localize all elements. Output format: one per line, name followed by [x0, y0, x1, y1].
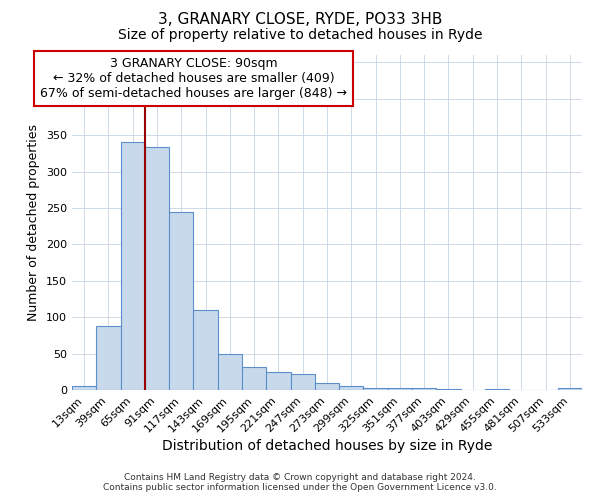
Bar	[558, 388, 582, 390]
Text: 3, GRANARY CLOSE, RYDE, PO33 3HB: 3, GRANARY CLOSE, RYDE, PO33 3HB	[158, 12, 442, 28]
Text: 3 GRANARY CLOSE: 90sqm
← 32% of detached houses are smaller (409)
67% of semi-de: 3 GRANARY CLOSE: 90sqm ← 32% of detached…	[40, 57, 347, 100]
Bar	[193, 310, 218, 390]
Bar	[364, 388, 388, 390]
Bar	[72, 386, 96, 390]
Bar	[169, 212, 193, 390]
Text: Size of property relative to detached houses in Ryde: Size of property relative to detached ho…	[118, 28, 482, 42]
Bar	[121, 142, 145, 390]
Text: Contains HM Land Registry data © Crown copyright and database right 2024.
Contai: Contains HM Land Registry data © Crown c…	[103, 473, 497, 492]
Bar	[242, 368, 266, 390]
Bar	[145, 148, 169, 390]
Y-axis label: Number of detached properties: Number of detached properties	[28, 124, 40, 321]
Bar	[218, 354, 242, 390]
X-axis label: Distribution of detached houses by size in Ryde: Distribution of detached houses by size …	[162, 440, 492, 454]
Bar	[266, 372, 290, 390]
Bar	[315, 382, 339, 390]
Bar	[290, 374, 315, 390]
Bar	[485, 388, 509, 390]
Bar	[436, 388, 461, 390]
Bar	[412, 388, 436, 390]
Bar	[339, 386, 364, 390]
Bar	[388, 388, 412, 390]
Bar	[96, 326, 121, 390]
